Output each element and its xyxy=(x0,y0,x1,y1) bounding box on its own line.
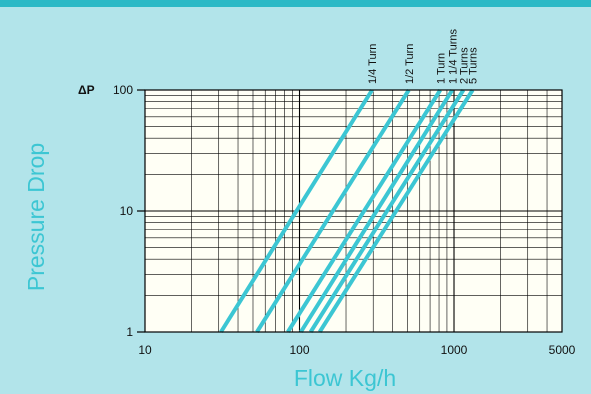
series-label: 2 Turns xyxy=(458,47,470,84)
x-tick-label: 100 xyxy=(289,343,309,357)
x-tick-label: 10 xyxy=(138,343,152,357)
plot-frame xyxy=(144,89,563,333)
series-line xyxy=(219,88,374,334)
series-line xyxy=(299,88,455,334)
series-lines xyxy=(219,88,475,334)
top-band xyxy=(0,0,591,7)
y-tick-label: 1 xyxy=(126,325,133,339)
y-axis-label: Pressure Drop xyxy=(23,143,49,291)
y-tick-label: 10 xyxy=(120,204,134,218)
x-tick-label: 5000 xyxy=(549,343,576,357)
series-label: 1 1/4 Turns xyxy=(447,28,459,84)
tick-labels: 10 100 1000 5000 1 10 100 xyxy=(113,83,576,357)
series-label: 5 Turns xyxy=(468,47,480,84)
series-labels: 1/4 Turn 1/2 Turn 1 Turn 1 1/4 Turns 2 Turns… xyxy=(367,28,480,84)
series-line xyxy=(317,88,475,334)
series-line xyxy=(286,88,442,334)
y-tick-label: 100 xyxy=(113,83,133,97)
x-axis-label: Flow Kg/h xyxy=(294,365,396,391)
series-line xyxy=(255,88,411,334)
x-tick-label: 1000 xyxy=(441,343,468,357)
series-label: 1/4 Turn xyxy=(367,44,379,84)
delta-p-label: ΔP xyxy=(78,83,95,97)
series-label: 1/2 Turn xyxy=(404,44,416,84)
series-line xyxy=(308,88,466,334)
series-label: 1 Turn xyxy=(435,53,447,84)
